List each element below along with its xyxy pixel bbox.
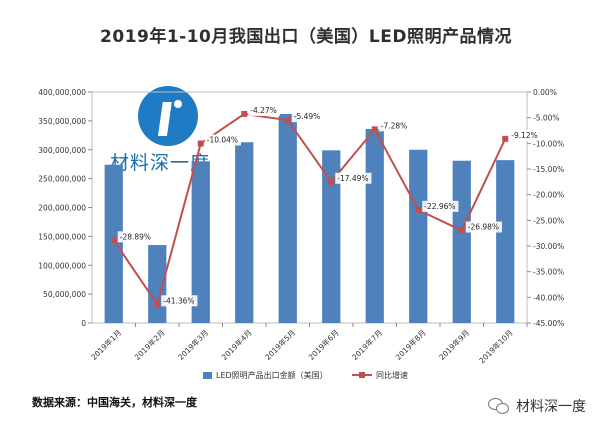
bar (452, 160, 471, 323)
x-axis-tick-label: 2019年10月 (477, 327, 515, 365)
watermark-logo: 材料深一度 (110, 86, 240, 176)
legend-label-bar: LED照明产品出口金额（美国） (216, 370, 328, 380)
right-axis-tick-label: -5.00% (533, 114, 560, 123)
wechat-icon (488, 398, 510, 414)
data-label: -28.89% (120, 232, 151, 241)
growth-point (284, 117, 291, 124)
logo-circle-icon (138, 86, 198, 146)
right-axis-tick-label: -30.00% (533, 242, 564, 251)
x-axis-tick-label: 2019年9月 (437, 327, 472, 362)
data-source: 数据来源：中国海关，材料深一度 (32, 396, 197, 409)
growth-point (110, 237, 117, 244)
left-axis-tick-label: 50,000,000 (43, 290, 86, 299)
right-axis-tick-label: -25.00% (533, 216, 564, 225)
growth-point (502, 135, 509, 142)
growth-point (458, 227, 465, 234)
data-label: -10.04% (207, 136, 238, 145)
data-label: -7.28% (381, 121, 408, 130)
chart-title: 2019年1-10月我国出口（美国）LED照明产品情况 (100, 27, 512, 47)
growth-point (371, 126, 378, 133)
x-axis-tick-label: 2019年3月 (176, 327, 211, 362)
data-label-bg (422, 200, 459, 212)
bar (409, 149, 428, 323)
growth-line (112, 112, 507, 307)
x-axis-tick-label: 2019年4月 (219, 327, 254, 362)
left-axis-tick-label: 150,000,000 (38, 232, 86, 241)
legend-swatch-marker (359, 372, 365, 378)
right-axis-tick-label: -15.00% (533, 165, 564, 174)
wechat-brand: 材料深一度 (488, 396, 586, 416)
watermark-text: 材料深一度 (110, 152, 211, 174)
right-axis-tick-label: -35.00% (533, 268, 564, 277)
left-axis-tick-label: 400,000,000 (38, 88, 86, 97)
right-axis-tick-label: -10.00% (533, 139, 564, 148)
left-axis-tick-label: 300,000,000 (38, 146, 86, 155)
left-axis-tick-label: 250,000,000 (38, 175, 86, 184)
bar (365, 128, 384, 323)
left-axis-tick-label: 0 (81, 319, 86, 328)
bar (104, 164, 123, 323)
brand-name: 材料深一度 (516, 399, 586, 415)
data-label: -17.49% (337, 174, 368, 183)
data-label: -22.96% (424, 202, 455, 211)
data-label-bg (291, 111, 324, 123)
bar (191, 161, 210, 323)
data-label-bg (335, 172, 372, 184)
x-axis-tick-label: 2019年1月 (89, 327, 124, 362)
growth-point (415, 206, 422, 213)
data-label-bg (117, 231, 154, 243)
bar (235, 142, 254, 323)
data-label-bg (465, 221, 502, 233)
left-axis-tick-label: 100,000,000 (38, 261, 86, 270)
right-axis-tick-label: 0.00% (533, 88, 557, 97)
data-label: -26.98% (468, 222, 499, 231)
growth-point (241, 110, 248, 117)
legend-swatch-bar (203, 372, 212, 379)
data-label-bg (509, 129, 541, 141)
right-axis-tick-label: -20.00% (533, 191, 564, 200)
right-axis-tick-label: -40.00% (533, 293, 564, 302)
x-axis-tick-label: 2019年5月 (263, 327, 298, 362)
growth-point (197, 140, 204, 147)
bar (322, 150, 341, 323)
x-axis-tick-label: 2019年7月 (350, 327, 385, 362)
x-axis-tick-label: 2019年2月 (132, 327, 167, 362)
left-axis-tick-label: 350,000,000 (38, 117, 86, 126)
data-label-bg (378, 120, 411, 132)
data-label: -5.49% (294, 112, 321, 121)
legend-label-line: 同比增速 (376, 370, 408, 380)
data-label-bg (204, 134, 241, 146)
data-label-bg (248, 104, 280, 116)
data-label: -41.36% (163, 296, 194, 305)
right-axis-tick-label: -45.00% (533, 319, 564, 328)
growth-point (328, 178, 335, 185)
data-label: -9.12% (511, 131, 538, 140)
x-axis-tick-label: 2019年6月 (306, 327, 341, 362)
x-axis-tick-label: 2019年8月 (393, 327, 428, 362)
bar (496, 160, 515, 323)
left-axis-tick-label: 200,000,000 (38, 204, 86, 213)
bar (278, 113, 297, 323)
data-label: -4.27% (250, 106, 277, 115)
data-label-bg (161, 295, 198, 307)
growth-point (154, 301, 161, 308)
